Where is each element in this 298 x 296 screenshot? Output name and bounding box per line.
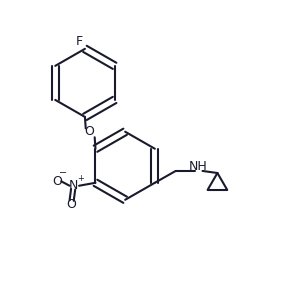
- Text: N: N: [69, 179, 78, 192]
- Text: O: O: [52, 175, 62, 188]
- Text: −: −: [59, 168, 67, 178]
- Text: O: O: [67, 199, 77, 211]
- Text: O: O: [84, 125, 94, 138]
- Text: NH: NH: [189, 160, 207, 173]
- Text: F: F: [75, 35, 83, 48]
- Text: +: +: [77, 174, 83, 183]
